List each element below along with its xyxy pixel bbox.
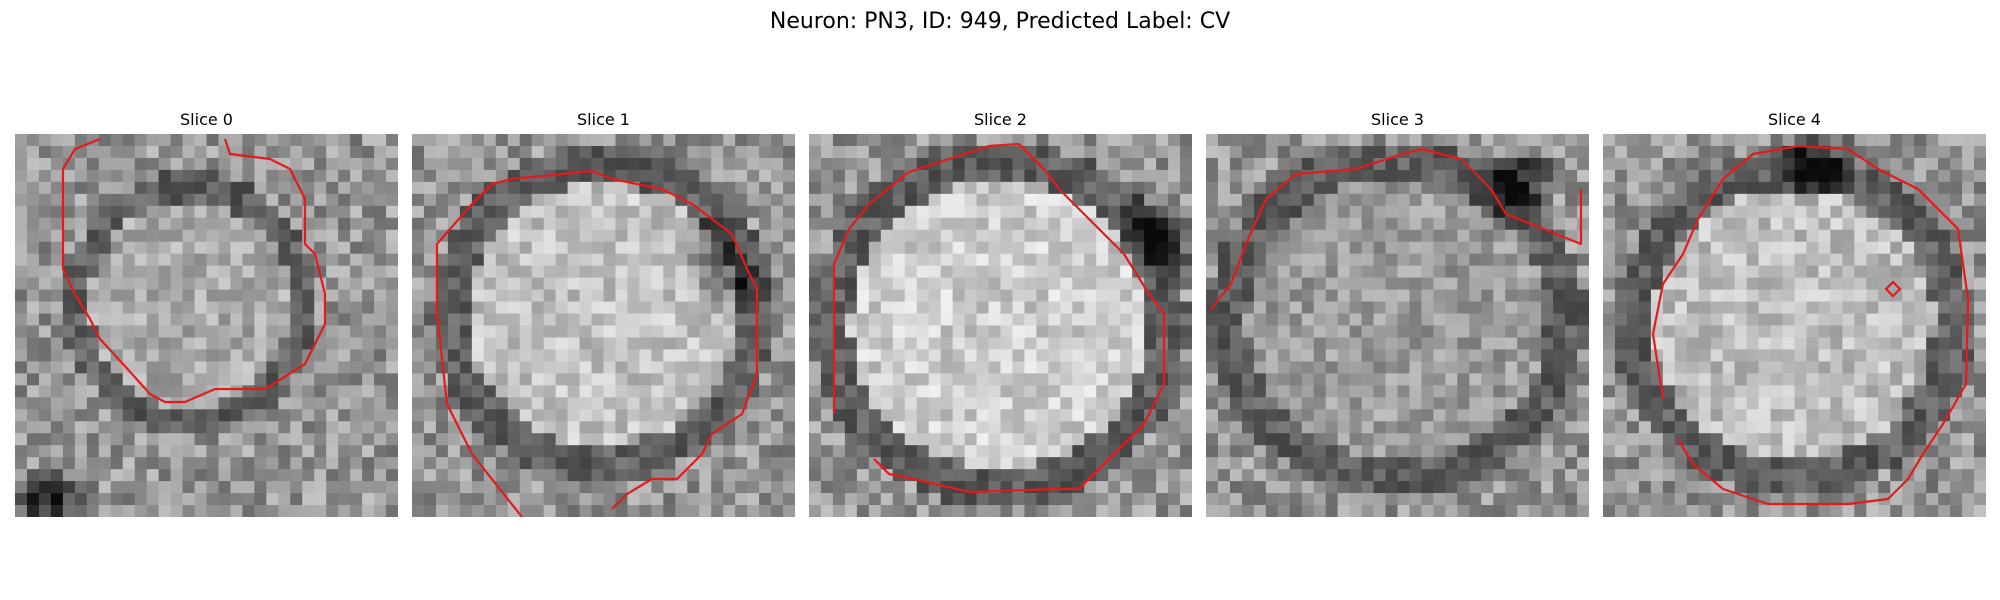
slice-image-1 <box>412 134 795 517</box>
slice-panel-3: Slice 3 <box>1206 108 1589 517</box>
segmentation-contour <box>1210 147 1583 310</box>
slice-image-0 <box>15 134 398 517</box>
slice-title: Slice 0 <box>180 110 233 129</box>
slice-panel-4: Slice 4 <box>1603 108 1986 517</box>
slice-panel-1: Slice 1 <box>412 108 795 517</box>
pixel-grid <box>15 134 398 517</box>
figure-title: Neuron: PN3, ID: 949, Predicted Label: C… <box>769 9 1231 34</box>
slice-title: Slice 1 <box>577 110 630 129</box>
pixel-grid <box>1603 134 1986 517</box>
slice-title: Slice 4 <box>1768 110 1821 129</box>
segmentation-contour <box>832 142 1166 494</box>
segmentation-contour <box>435 169 759 517</box>
slice-image-4 <box>1603 134 1986 517</box>
slice-title: Slice 3 <box>1371 110 1424 129</box>
pixel-grid <box>412 134 795 517</box>
slice-panel-0: Slice 0 <box>15 108 398 517</box>
slice-panel-2: Slice 2 <box>809 108 1192 517</box>
slice-image-3 <box>1206 134 1589 517</box>
pixel-grid <box>809 134 1192 517</box>
segmentation-contour <box>61 137 327 404</box>
pixel-grid <box>1206 134 1589 517</box>
slice-image-2 <box>809 134 1192 517</box>
segmentation-contour <box>1651 144 1970 506</box>
segmentation-contour-fragment <box>1884 280 1902 298</box>
slice-title: Slice 2 <box>974 110 1027 129</box>
